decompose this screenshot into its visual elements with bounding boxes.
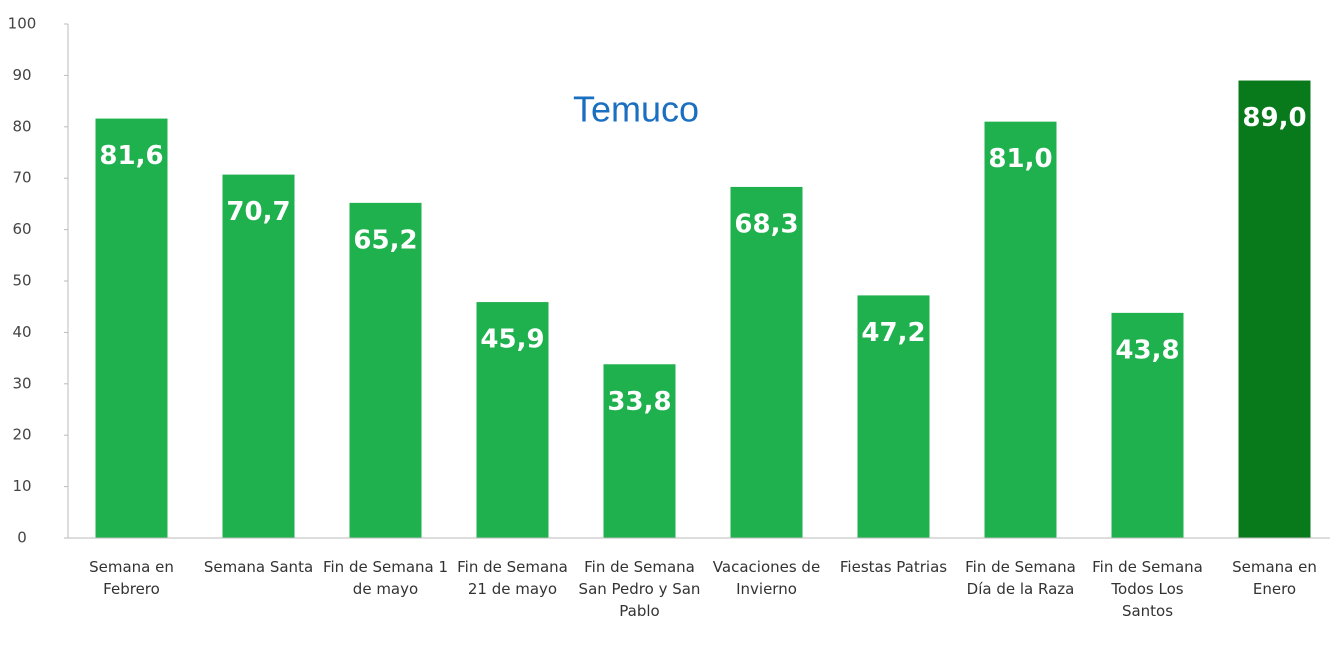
bar [731,187,803,538]
y-tick-label: 100 [8,15,37,33]
value-label: 81,6 [99,141,163,171]
y-tick-label: 90 [12,66,31,84]
value-label: 33,8 [607,387,671,417]
x-tick-label: Vacaciones de Invierno [704,556,830,600]
y-tick-label: 50 [12,272,31,290]
chart-title: Temuco [573,89,699,130]
bar [1239,81,1311,538]
page: 1009080706050403020100 Temuco 81,670,765… [0,0,1330,668]
bar [96,119,168,538]
x-tick-label: Fiestas Patrias [831,556,957,578]
y-tick-label: 40 [12,323,31,341]
y-tick-label: 10 [12,477,31,495]
value-label: 70,7 [226,197,290,227]
y-tick-label: 70 [12,169,31,187]
x-tick-label: Semana Santa [196,556,322,578]
value-label: 65,2 [353,225,417,255]
value-label: 89,0 [1242,103,1306,133]
value-label: 68,3 [734,209,798,239]
y-tick-label: 0 [17,529,27,547]
bar [223,175,295,538]
y-tick-label: 20 [12,426,31,444]
y-tick-label: 30 [12,374,31,392]
x-tick-label: Fin de Semana 1 de mayo [323,556,449,600]
bar [985,122,1057,538]
value-label: 47,2 [861,318,925,348]
x-tick-label: Fin de Semana San Pedro y San Pablo [577,556,703,622]
x-tick-label: Fin de Semana Día de la Raza [958,556,1084,600]
x-tick-label: Fin de Semana Todos Los Santos [1085,556,1211,622]
value-label: 81,0 [988,144,1052,174]
x-tick-label: Semana en Enero [1212,556,1330,600]
y-tick-label: 60 [12,220,31,238]
value-label: 45,9 [480,325,544,355]
y-tick-label: 80 [12,117,31,135]
value-label: 43,8 [1115,335,1179,365]
x-tick-label: Fin de Semana 21 de mayo [450,556,576,600]
x-tick-label: Semana en Febrero [69,556,195,600]
